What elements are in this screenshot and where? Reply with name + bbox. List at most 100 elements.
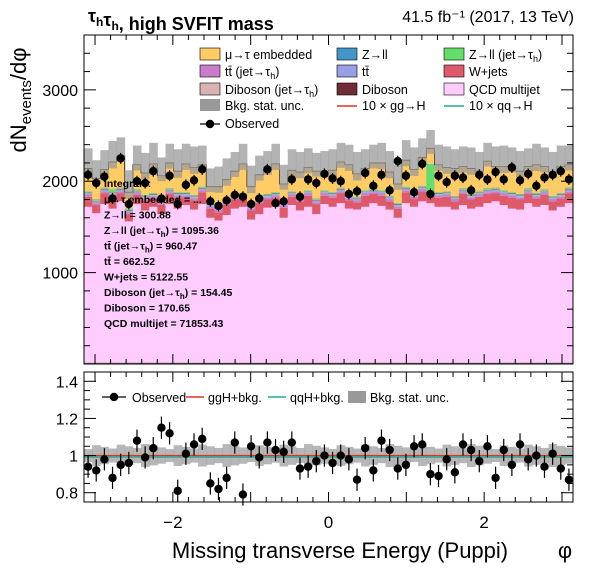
unc-bin xyxy=(386,151,395,178)
bar-wjets xyxy=(369,194,378,203)
bar-wjets xyxy=(377,196,386,206)
bar-qcd xyxy=(280,218,289,364)
ratio-point xyxy=(369,466,377,474)
unc-bin xyxy=(288,149,297,176)
bar-ttbar_fake xyxy=(402,190,411,192)
obs-point xyxy=(361,169,369,177)
bar-qcd xyxy=(459,205,468,364)
obs-point xyxy=(231,191,239,199)
ratio-point xyxy=(475,457,483,465)
legend-label-ttbar: tt̄ xyxy=(362,65,369,79)
bar-qcd xyxy=(565,203,574,364)
bar-ttbar xyxy=(402,189,411,190)
legend-label-bkg_unc: Bkg. stat. unc. xyxy=(225,99,304,113)
bar-wjets xyxy=(296,201,305,210)
bar-zll_fake xyxy=(565,188,574,189)
bar-zll_fake xyxy=(108,190,117,193)
ratio-point xyxy=(149,444,157,452)
obs-point xyxy=(418,160,426,168)
bar-qcd xyxy=(271,207,280,364)
ratio-point xyxy=(296,464,304,472)
bar-wjets xyxy=(565,193,574,203)
bar-wjets xyxy=(214,212,223,220)
legend-label-diboson: Diboson xyxy=(362,83,408,97)
ratio-point xyxy=(385,446,393,454)
bar-ttbar xyxy=(508,194,517,195)
unc-bin xyxy=(516,151,525,177)
y-tick-label: 3000 xyxy=(42,83,78,100)
obs-point xyxy=(442,178,450,186)
bar-qcd xyxy=(296,210,305,364)
bar-wjets xyxy=(223,205,232,215)
ratio-point xyxy=(165,429,173,437)
bar-wjets xyxy=(516,200,525,210)
legend-label-observed: Observed xyxy=(225,117,279,131)
bar-ttbar xyxy=(443,194,452,195)
ratio-point xyxy=(442,455,450,463)
obs-point xyxy=(337,177,345,185)
bar-ttbar xyxy=(198,189,207,190)
bar-ttbar_fake xyxy=(117,191,126,193)
bar-ttbar_fake xyxy=(549,200,558,202)
bar-qcd xyxy=(304,207,313,364)
bar-zll_fake xyxy=(304,191,313,192)
ratio-point xyxy=(467,446,475,454)
legend-swatch-wjets xyxy=(444,65,464,77)
bar-ttbar_fake xyxy=(516,198,525,200)
obs-point xyxy=(222,196,230,204)
bar-ttbar_fake xyxy=(565,191,574,193)
ratio-point xyxy=(312,457,320,465)
bar-wjets xyxy=(386,201,395,209)
obs-point xyxy=(524,170,532,178)
ratio-point xyxy=(279,448,287,456)
bar-wjets xyxy=(345,200,354,208)
ratio-point xyxy=(353,476,361,484)
bar-ttbar_fake xyxy=(532,197,541,199)
bar-ttbar xyxy=(84,194,93,195)
bar-wjets xyxy=(247,210,256,219)
bar-qcd xyxy=(329,207,338,364)
bar-ttbar xyxy=(451,198,460,199)
bar-zll_fake xyxy=(475,192,484,193)
unc-bin xyxy=(271,144,280,170)
unc-bin xyxy=(231,152,240,177)
bar-zll_fake xyxy=(492,188,501,189)
legend-swatch-embedded xyxy=(200,48,220,60)
ratio-point xyxy=(222,474,230,482)
legend-label-wjets: W+jets xyxy=(469,65,508,79)
bar-qcd xyxy=(492,201,501,364)
bar-wjets xyxy=(500,196,509,205)
bar-ttbar_fake xyxy=(353,200,362,202)
bar-wjets xyxy=(549,201,558,210)
unc-bin xyxy=(223,158,232,185)
obs-point xyxy=(165,172,173,180)
ratio-point xyxy=(410,442,418,450)
bar-zll_fake xyxy=(524,189,533,190)
bar-qcd xyxy=(345,209,354,364)
bar-ttbar xyxy=(386,198,395,199)
obs-point xyxy=(532,182,540,190)
ratio-point xyxy=(320,451,328,459)
unc-bin xyxy=(483,143,492,167)
unc-bin xyxy=(500,146,509,173)
bar-qcd xyxy=(353,210,362,364)
obs-point xyxy=(540,173,548,181)
unc-bin xyxy=(434,145,443,171)
unc-bin xyxy=(141,153,150,179)
bar-ttbar xyxy=(492,190,501,191)
bar-zll_fake xyxy=(443,192,452,193)
bar-zll_fake xyxy=(549,196,558,197)
ratio-point xyxy=(271,446,279,454)
legend-label-qcd: QCD multijet xyxy=(469,83,540,97)
bar-zll_fake xyxy=(133,190,142,191)
obs-point xyxy=(84,171,92,179)
obs-point xyxy=(410,188,418,196)
lumi-label: 41.5 fb⁻¹ (2017, 13 TeV) xyxy=(402,9,574,26)
bar-qcd xyxy=(288,205,297,364)
ratio-point xyxy=(557,464,565,472)
integrals-line: Diboson = 170.65 xyxy=(104,303,190,315)
bar-wjets xyxy=(443,197,452,207)
bar-wjets xyxy=(459,194,468,205)
bar-zll_fake xyxy=(426,164,435,191)
